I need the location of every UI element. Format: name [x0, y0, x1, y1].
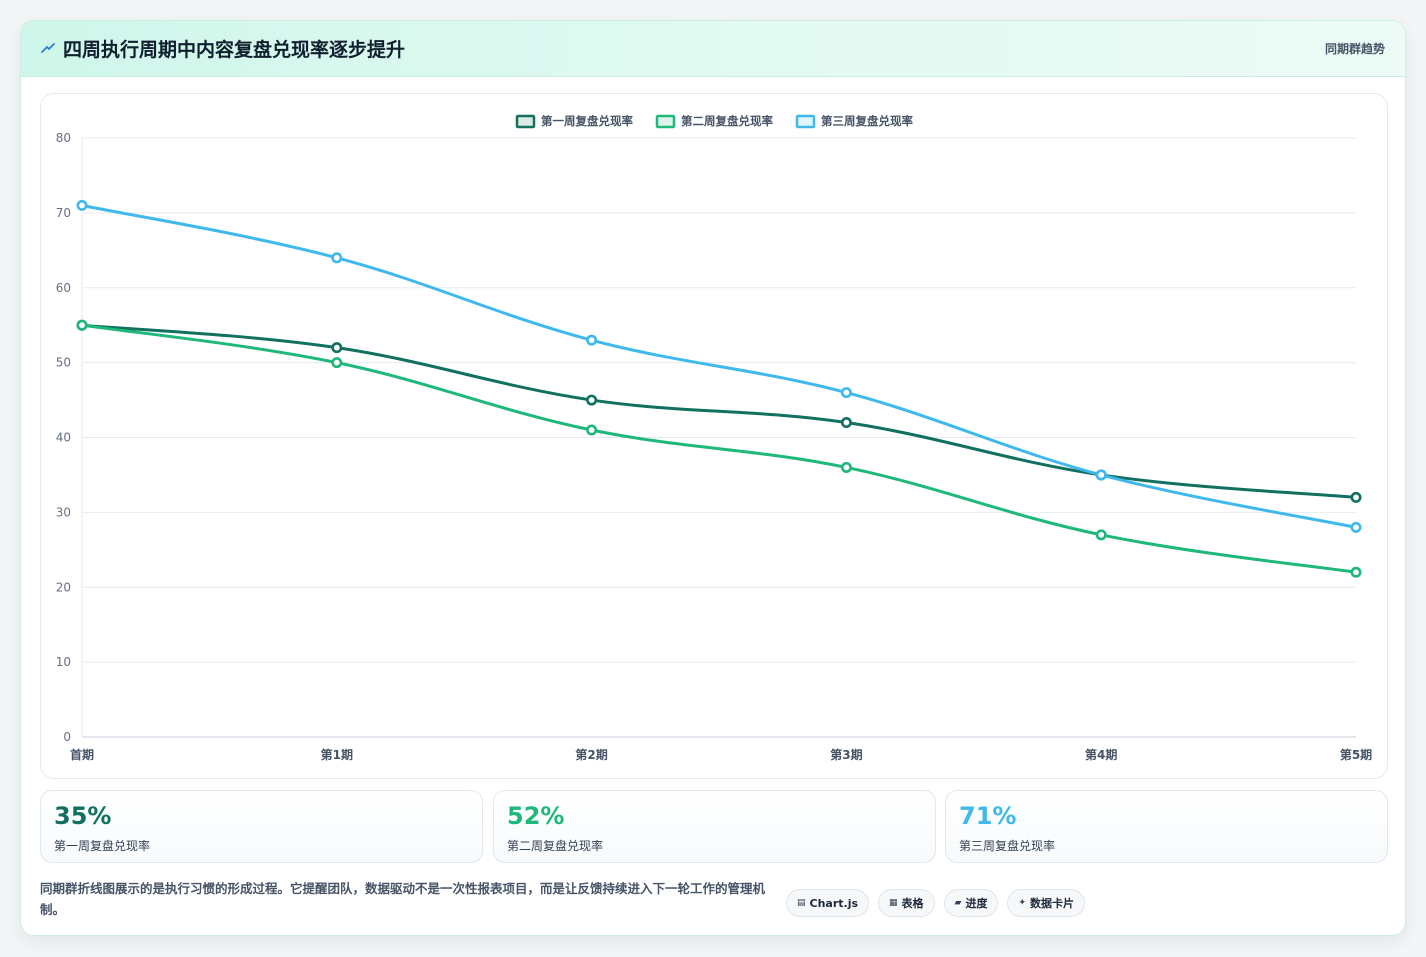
table-icon: ▦ [889, 898, 898, 908]
y-tick-label: 10 [56, 655, 71, 669]
stat-label: 第二周复盘兑现率 [507, 839, 604, 853]
y-tick-label: 50 [56, 356, 71, 370]
legend-label: 第二周复盘兑现率 [681, 114, 773, 128]
y-tick-label: 40 [56, 431, 71, 445]
x-tick-label: 首期 [70, 747, 94, 762]
stat-label: 第三周复盘兑现率 [959, 839, 1056, 853]
legend-label: 第一周复盘兑现率 [541, 114, 633, 128]
legend-swatch [655, 114, 676, 129]
legend-label: 第三周复盘兑现率 [821, 114, 913, 128]
stat-card-week3: 71% 第三周复盘兑现率 [945, 790, 1388, 863]
data-point [840, 461, 852, 473]
pill-chartjs[interactable]: ▤ Chart.js [786, 889, 870, 917]
data-point [1095, 529, 1107, 541]
data-point [840, 387, 852, 399]
y-tick-label: 70 [56, 206, 71, 220]
progress-icon: ▰ [954, 898, 962, 908]
stat-value: 52% [507, 802, 565, 830]
stat-value: 71% [959, 802, 1017, 830]
stat-card-week1: 35% 第一周复盘兑现率 [40, 790, 483, 863]
pill-label: Chart.js [809, 896, 859, 910]
data-point [76, 199, 88, 211]
page-title: 四周执行周期中内容复盘兑现率逐步提升 [63, 39, 406, 61]
report-card: 四周执行周期中内容复盘兑现率逐步提升 同期群趋势 0 10 20 30 40 50 60 70… [20, 20, 1406, 936]
pill-progress[interactable]: ▰ 进度 [943, 889, 999, 917]
feature-pills: ▤ Chart.js ▦ 表格 ▰ 进度 ✦ 数据卡片 [786, 889, 1086, 917]
stat-label: 第一周复盘兑现率 [54, 839, 151, 853]
series-line [80, 323, 1358, 499]
x-tick-label: 第3期 [830, 747, 862, 762]
x-tick-label: 第4期 [1085, 747, 1117, 762]
line-chart: 0 10 20 30 40 50 60 70 80 首期 第1期 第2期 第3期 第4期 第5期 第一周复盘兑… [56, 114, 1372, 762]
header-tag: 同期群趋势 [1324, 42, 1385, 56]
stat-card-week2: 52% 第二周复盘兑现率 [493, 790, 936, 863]
pill-label: 数据卡片 [1030, 897, 1075, 910]
x-tick-label: 第2期 [575, 747, 607, 762]
description-text: 同期群折线图展示的是执行习惯的形成过程。它提醒团队，数据驱动不是一次性报表项目，… [40, 881, 766, 917]
series-line [80, 203, 1358, 529]
data-point [1350, 566, 1362, 578]
data-point [331, 252, 343, 264]
legend-swatch [515, 114, 536, 129]
sparkle-icon: ✦ [1018, 898, 1027, 908]
y-tick-label: 20 [56, 580, 71, 594]
pill-label: 进度 [965, 897, 988, 910]
y-tick-label: 80 [56, 131, 71, 145]
y-tick-label: 0 [63, 730, 71, 744]
chart-icon: ▤ [797, 898, 806, 908]
data-point [331, 357, 343, 369]
data-point [586, 334, 598, 346]
chart-container: 0 10 20 30 40 50 60 70 80 首期 第1期 第2期 第3期 第4期 第5期 第一周复盘兑… [40, 93, 1388, 779]
stat-value: 35% [54, 802, 112, 830]
y-tick-label: 60 [56, 281, 71, 295]
data-point [840, 417, 852, 429]
pill-label: 表格 [901, 897, 924, 910]
x-tick-label: 第5期 [1340, 747, 1372, 762]
pill-table[interactable]: ▦ 表格 [878, 889, 935, 917]
data-point [586, 394, 598, 406]
y-tick-label: 30 [56, 505, 71, 519]
data-point [586, 424, 598, 436]
data-point [1095, 469, 1107, 481]
pill-datacard[interactable]: ✦ 数据卡片 [1007, 889, 1086, 917]
series-line [80, 323, 1358, 574]
x-tick-label: 第1期 [321, 747, 353, 762]
data-point [1350, 521, 1362, 533]
data-point [1350, 491, 1362, 503]
legend-swatch [795, 114, 816, 129]
trend-icon [41, 43, 55, 53]
card-header: 四周执行周期中内容复盘兑现率逐步提升 同期群趋势 [21, 21, 1405, 77]
data-point [76, 319, 88, 331]
data-point [331, 342, 343, 354]
